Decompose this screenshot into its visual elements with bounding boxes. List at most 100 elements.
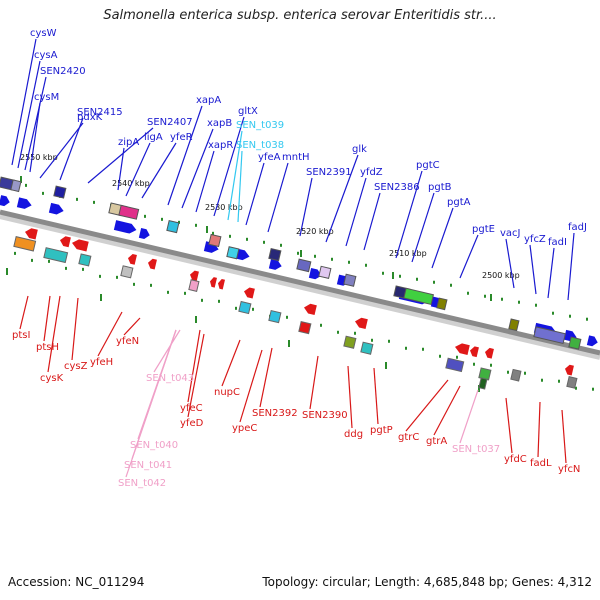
leader-line (195, 150, 215, 213)
tick-mark (31, 258, 33, 262)
tick-mark (535, 303, 537, 307)
accession-text: Accession: NC_011294 (8, 575, 145, 589)
gene-block (343, 335, 357, 349)
leader-line (221, 339, 241, 387)
gene-label-nupc: nupC (214, 387, 240, 398)
leader-line (11, 38, 37, 166)
gene-arrow-reverse (470, 346, 479, 358)
tick-mark (93, 200, 95, 204)
tick-mark (150, 283, 152, 287)
gene-label-ypec: ypeC (232, 423, 257, 434)
leader-line (237, 150, 243, 223)
tick-mark (144, 214, 146, 218)
backbone-shadow (0, 213, 600, 360)
leader-line (459, 389, 479, 444)
gene-block (298, 321, 312, 335)
tick-mark (286, 315, 288, 319)
leader-line (117, 147, 125, 191)
gene-block (343, 273, 357, 287)
gene-label-gtrc: gtrC (398, 432, 419, 443)
gene-block (53, 185, 67, 199)
gene-block (78, 253, 92, 267)
gene-block (208, 233, 222, 248)
gene-label-glk: glk (352, 144, 367, 155)
gene-label-xapa: xapA (196, 95, 221, 106)
leader-line (505, 397, 513, 454)
gene-label-ptsi: ptsI (12, 330, 30, 341)
tick-mark (133, 282, 135, 286)
leader-line (345, 177, 367, 247)
gene-block (13, 236, 37, 252)
gene-label-yfcz: yfcZ (524, 234, 546, 245)
tick-mark (246, 237, 248, 241)
leader-line (47, 295, 61, 373)
gene-block (296, 258, 312, 273)
tick-mark (252, 307, 254, 311)
gene-label-yfcn: yfcN (558, 464, 580, 475)
gene-arrow-forward (138, 228, 150, 240)
leader-line (239, 349, 263, 423)
gene-arrow-reverse (190, 270, 199, 282)
gene-block (568, 336, 582, 350)
leader-line (187, 333, 205, 418)
tick-mark (288, 340, 290, 347)
gene-label-xapr: xapR (208, 140, 233, 151)
leader-line (87, 127, 154, 184)
gene-label-sen-t037: SEN_t037 (452, 444, 500, 455)
genome-title: Salmonella enterica subsp. enterica sero… (103, 8, 497, 23)
gene-block (10, 179, 22, 193)
gene-label-pgta: pgtA (447, 197, 471, 208)
leader-line (411, 192, 435, 263)
leader-line (405, 379, 449, 432)
tick-mark (331, 257, 333, 261)
gene-block (120, 265, 134, 279)
gene-label-sen-t041: SEN_t041 (124, 460, 172, 471)
gene-block (188, 279, 200, 292)
tick-mark (82, 267, 84, 271)
tick-mark (490, 294, 492, 301)
leader-line (433, 385, 461, 436)
gene-label-sen2407: SEN2407 (147, 117, 193, 128)
gene-label-pgtb: pgtB (428, 182, 452, 193)
leader-line (43, 295, 51, 342)
gene-arrow-forward (203, 241, 219, 253)
gene-label-fadj: fadJ (568, 222, 587, 233)
tick-mark (178, 220, 180, 224)
tick-mark (518, 300, 520, 304)
gene-label-zipa: zipA (118, 137, 139, 148)
gene-arrow-forward (0, 195, 10, 207)
tick-mark (314, 254, 316, 258)
tick-mark (456, 355, 458, 359)
tick-mark (558, 379, 560, 383)
gene-label-fadl: fadL (530, 458, 552, 469)
gene-label-pgtc: pgtC (416, 160, 440, 171)
tick-mark (586, 317, 588, 321)
scale-label: 2540 kbp (112, 179, 150, 188)
gene-label-liga: ligA (144, 132, 163, 143)
gene-label-sen2415: SEN2415 (77, 107, 123, 118)
gene-block (268, 309, 282, 324)
tick-mark (195, 223, 197, 227)
tick-mark (399, 274, 401, 278)
gene-label-cysk: cysK (40, 373, 64, 384)
gene-arrow-reverse (218, 278, 225, 290)
tick-mark (42, 191, 44, 195)
gene-label-pgtp: pgtP (370, 425, 393, 436)
leader-line (373, 367, 379, 425)
tick-mark (405, 346, 407, 350)
tick-mark (167, 290, 169, 294)
gene-label-yfdc: yfdC (504, 454, 527, 465)
tick-mark (201, 298, 203, 302)
leader-line (187, 329, 201, 403)
gene-label-yfed: yfeD (180, 418, 204, 429)
tick-mark (365, 263, 367, 267)
gene-label-sen-t039: SEN_t039 (236, 120, 284, 131)
scale-label: 2520 kbp (296, 227, 334, 236)
tick-mark (524, 371, 526, 375)
gene-arrow-reverse (565, 364, 574, 376)
gene-block (533, 326, 566, 345)
tick-mark (337, 330, 339, 334)
gene-label-yfea: yfeA (258, 152, 281, 163)
gene-arrow-reverse (210, 277, 217, 288)
